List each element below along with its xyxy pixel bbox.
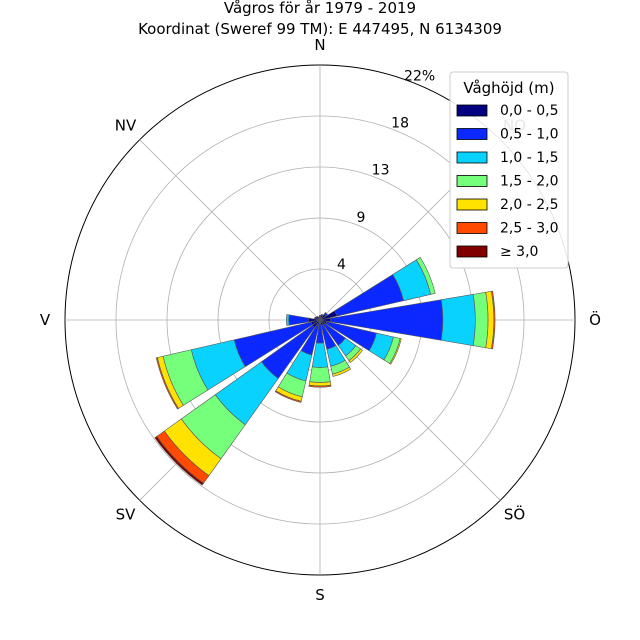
rose-bar-segment [315, 315, 321, 321]
legend-label: 1,0 - 1,5 [500, 150, 558, 166]
labels-layer: NNOÖSÖSSVVNV49131822% [40, 36, 601, 604]
rose-bar-segment [155, 357, 179, 410]
rose-bar-segment [320, 313, 324, 317]
legend-swatch [456, 222, 488, 234]
legend-swatch [456, 104, 488, 117]
rose-bar-segment [317, 316, 321, 321]
legend-label: 2,5 - 3,0 [500, 221, 558, 237]
direction-label: Ö [589, 310, 601, 329]
direction-label: SV [116, 506, 137, 524]
direction-label: S [315, 586, 325, 604]
legend-swatch [456, 175, 488, 187]
rose-bar-segment [440, 294, 476, 346]
legend-label: 0,5 - 1,0 [500, 127, 558, 143]
rose-bar-segment [313, 316, 317, 320]
radial-tick-label: 9 [357, 210, 366, 226]
legend-label: 2,0 - 2,5 [500, 197, 558, 213]
radial-tick-label: 22% [404, 68, 435, 84]
legend-label: 1,5 - 2,0 [500, 174, 558, 190]
radial-tick-label: 4 [337, 257, 346, 273]
radial-tick-label: 13 [372, 163, 390, 179]
legend-swatch [456, 128, 488, 140]
legend-label: ≥ 3,0 [500, 244, 538, 260]
legend-title: Våghöjd (m) [463, 79, 554, 97]
chart-title: Vågros för år 1979 - 2019 [224, 0, 416, 17]
legend-swatch [456, 198, 488, 211]
grid-spoke [139, 139, 321, 321]
direction-label: N [314, 36, 325, 54]
legend-swatch [456, 151, 488, 164]
chart-subtitle: Koordinat (Sweref 99 TM): E 447495, N 61… [138, 20, 502, 38]
radial-tick-label: 18 [391, 116, 409, 132]
rose-bar-segment [308, 384, 332, 388]
rose-bar-segment [389, 338, 402, 365]
rose-bar-segment [415, 256, 436, 295]
rose-bar-segment [472, 291, 489, 349]
rose-bar-segment [491, 290, 496, 350]
direction-label: SÖ [504, 505, 525, 524]
legend: Våghöjd (m) 0,0 - 0,5 0,5 - 1,0 1,0 - 1,5 1… [449, 71, 569, 269]
rose-bar-segment [274, 390, 302, 403]
legend-frame [449, 71, 569, 269]
direction-label: V [40, 311, 51, 329]
bars-layer [154, 256, 496, 486]
rose-bar-segment [309, 366, 331, 383]
rose-bar-segment [154, 436, 204, 486]
rose-bar-segment [348, 348, 363, 363]
legend-swatch [456, 245, 488, 258]
rose-bar-segment [323, 312, 328, 317]
legend-label: 0,0 - 0,5 [500, 103, 558, 119]
direction-label: NV [115, 117, 137, 135]
rose-bar-segment [332, 366, 352, 377]
rose-bar-segment [286, 314, 290, 326]
rose-bar-segment [311, 342, 329, 368]
